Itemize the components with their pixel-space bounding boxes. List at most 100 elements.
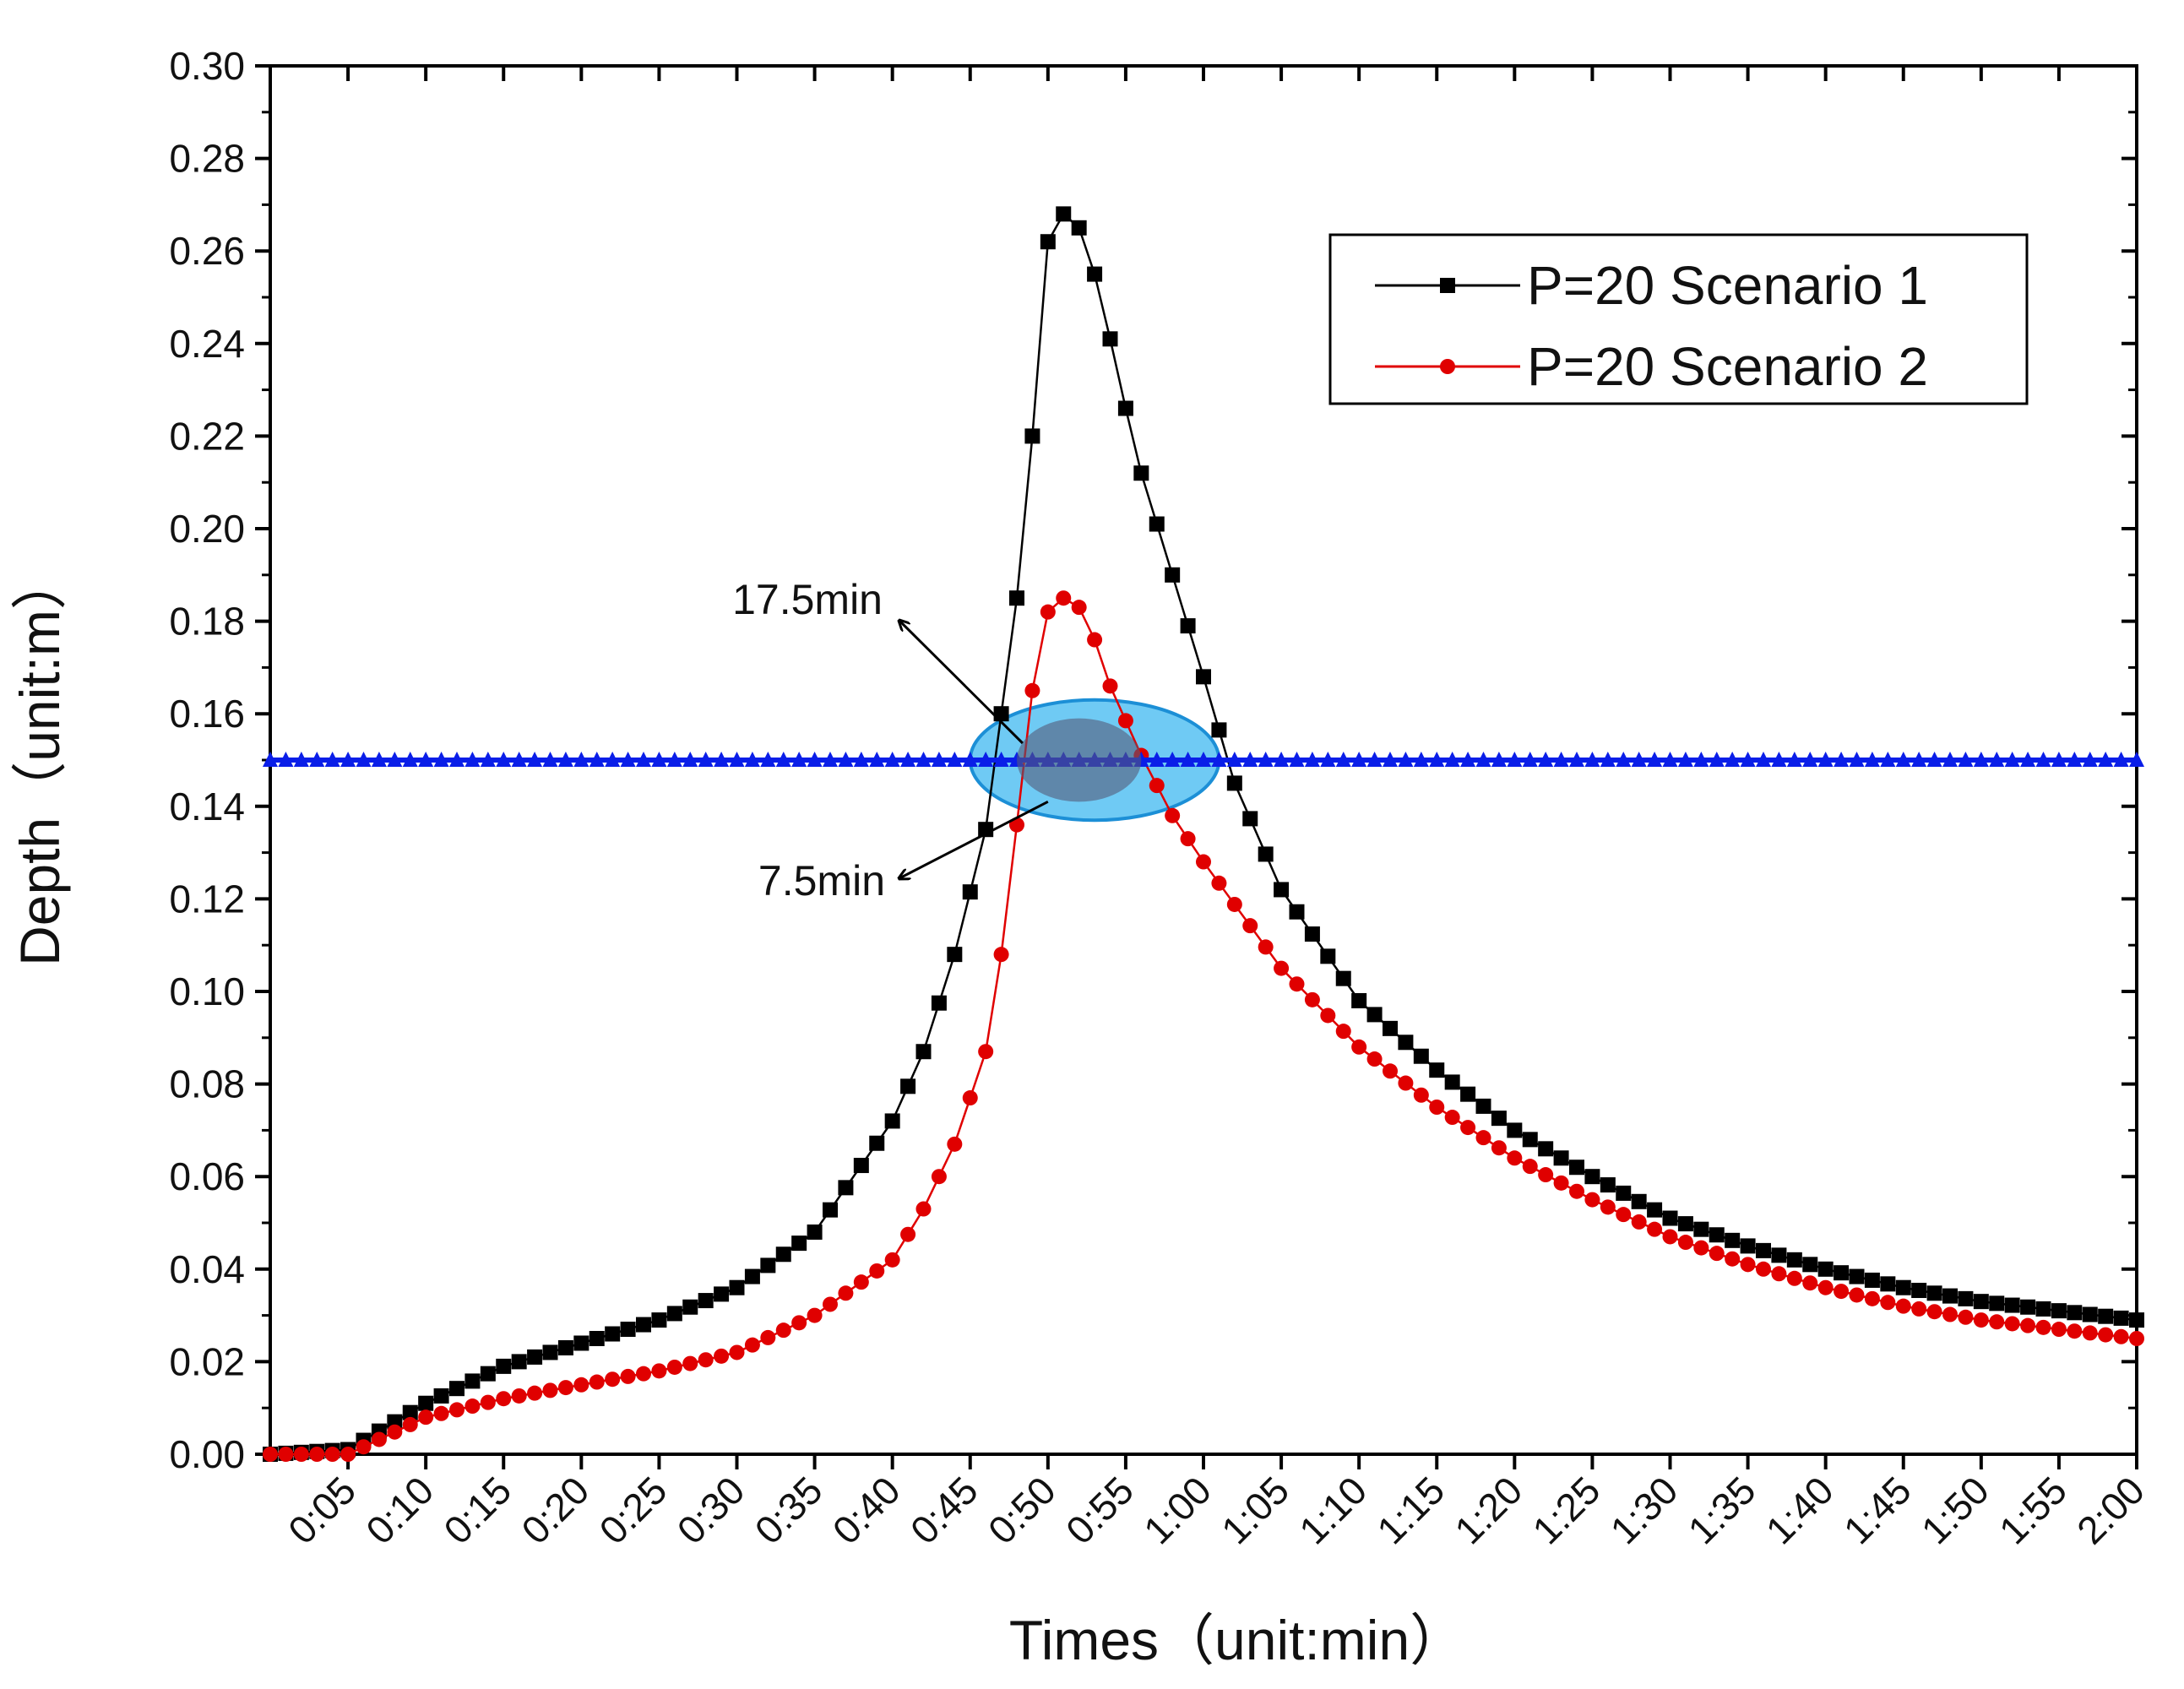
data-point	[1335, 752, 1351, 767]
data-point	[869, 752, 885, 767]
data-point	[1351, 992, 1367, 1008]
data-point	[791, 1236, 807, 1252]
data-point	[823, 1202, 838, 1218]
data-point	[511, 752, 527, 767]
data-point	[1149, 778, 1165, 794]
data-point	[1880, 1276, 1896, 1292]
data-point	[2098, 752, 2114, 767]
data-point	[605, 1326, 621, 1342]
data-point	[1647, 752, 1663, 767]
data-point	[1709, 752, 1725, 767]
data-point	[1366, 1051, 1383, 1067]
data-point	[1507, 1122, 1523, 1138]
data-point	[993, 947, 1009, 963]
data-point	[263, 752, 278, 767]
data-point	[573, 1377, 589, 1393]
data-point	[1600, 1199, 1616, 1215]
data-point	[1304, 991, 1320, 1007]
data-point	[1538, 1167, 1554, 1183]
data-point	[931, 1169, 947, 1185]
data-point	[1553, 1150, 1569, 1166]
data-point	[1196, 669, 1211, 685]
data-point	[838, 752, 854, 767]
data-point	[1289, 904, 1305, 920]
data-point	[527, 752, 543, 767]
data-point	[496, 1391, 512, 1407]
y-tick-label: 0.22	[169, 414, 245, 458]
data-point	[1522, 752, 1538, 767]
data-point	[853, 1274, 869, 1290]
data-point	[309, 752, 325, 767]
data-point	[371, 1431, 387, 1447]
data-point	[1056, 206, 1072, 222]
data-point	[1398, 1075, 1414, 1091]
data-point	[1180, 618, 1196, 634]
data-point	[2051, 1322, 2067, 1338]
data-point	[744, 752, 760, 767]
data-point	[2020, 752, 2036, 767]
data-point	[698, 1293, 714, 1309]
data-point	[1973, 1294, 1989, 1310]
data-point	[1926, 1304, 1942, 1320]
data-point	[636, 1317, 651, 1333]
data-point	[1102, 678, 1118, 694]
data-point	[1756, 1261, 1771, 1277]
data-point	[1631, 752, 1647, 767]
data-point	[465, 1398, 481, 1415]
data-point	[402, 1404, 418, 1420]
data-point	[698, 1352, 714, 1368]
data-point	[651, 752, 667, 767]
data-point	[1973, 1312, 1989, 1328]
data-point	[1693, 1221, 1709, 1237]
data-point	[465, 1373, 481, 1389]
y-tick-label: 0.10	[169, 969, 245, 1013]
data-point	[1725, 1251, 1741, 1267]
data-point	[1475, 1130, 1491, 1146]
data-point	[433, 1405, 449, 1421]
data-point	[729, 1344, 745, 1360]
data-point	[1211, 875, 1227, 891]
data-point	[278, 752, 294, 767]
data-point	[2004, 1297, 2020, 1313]
data-point	[2020, 1317, 2036, 1333]
data-point	[2082, 752, 2098, 767]
data-point	[557, 752, 573, 767]
data-point	[2067, 1323, 2083, 1339]
data-point	[682, 1355, 698, 1371]
data-point	[1677, 1235, 1693, 1251]
data-point	[729, 1279, 745, 1295]
data-point	[1366, 752, 1383, 767]
data-point	[1444, 1074, 1460, 1090]
data-point	[573, 752, 589, 767]
data-point	[324, 1447, 340, 1462]
y-tick-label: 0.16	[169, 692, 245, 736]
data-point	[557, 1339, 573, 1355]
data-point	[1226, 775, 1242, 791]
data-point	[1274, 882, 1290, 898]
data-point	[309, 1447, 325, 1462]
y-tick-label: 0.24	[169, 322, 245, 366]
data-point	[605, 752, 621, 767]
data-point	[2035, 1301, 2051, 1317]
data-point	[1693, 1240, 1709, 1256]
data-point	[1024, 682, 1040, 698]
data-point	[791, 752, 807, 767]
data-point	[1351, 1039, 1367, 1055]
data-point	[1289, 752, 1305, 767]
data-point	[1849, 1287, 1865, 1303]
data-point	[480, 1394, 496, 1410]
data-point	[1087, 266, 1103, 282]
series-layer	[263, 206, 2144, 1462]
data-point	[1413, 1087, 1429, 1103]
data-point	[1460, 752, 1476, 767]
data-point	[1880, 1295, 1896, 1311]
data-point	[931, 752, 947, 767]
data-point	[1864, 1290, 1880, 1306]
data-point	[947, 947, 963, 963]
data-point	[1911, 1301, 1927, 1317]
data-point	[1071, 600, 1087, 616]
data-point	[884, 1113, 900, 1129]
data-point	[1569, 752, 1584, 767]
data-point	[823, 752, 838, 767]
data-point	[356, 1439, 372, 1455]
